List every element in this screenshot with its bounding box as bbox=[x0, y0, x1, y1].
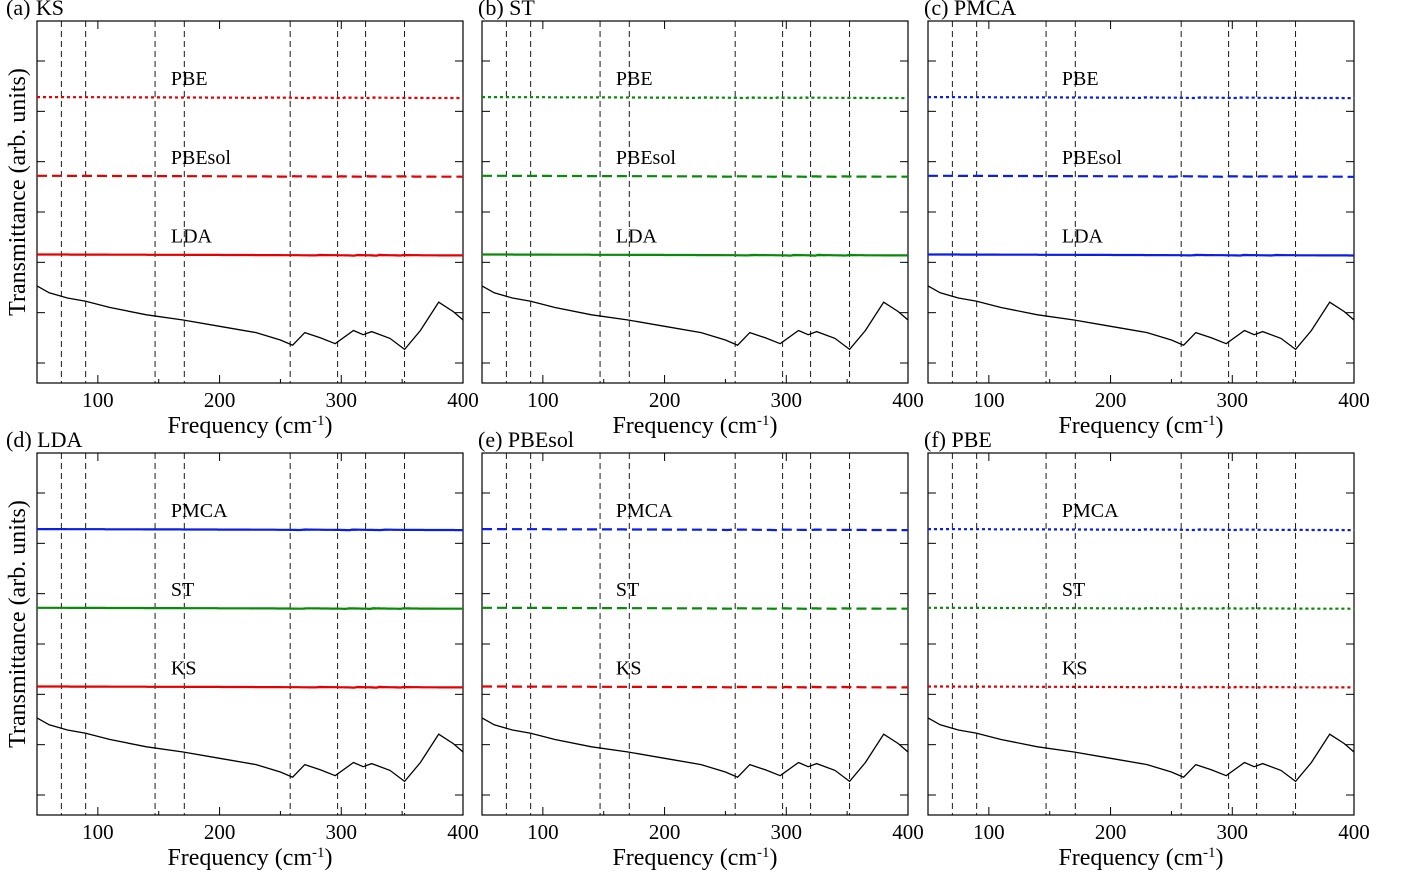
x-tick-label: 200 bbox=[649, 388, 681, 412]
series-pmca-dark bbox=[928, 528, 1354, 532]
y-axis-label-bottom: Transmittance (arb. units) bbox=[5, 500, 31, 748]
panel-6: (f) PBE 100 200 300 400 Frequency (cm-1) PMCA S… bbox=[924, 427, 1370, 871]
x-tick-label: 100 bbox=[527, 820, 559, 844]
panel-2: (b) ST 100 200 300 400 Frequency (cm-1) PBE PBE… bbox=[478, 0, 924, 439]
series-ks-dark bbox=[928, 685, 1354, 689]
experimental-curve bbox=[36, 717, 464, 783]
plot-frame bbox=[927, 20, 1355, 384]
x-tick-label: 200 bbox=[204, 820, 236, 844]
experimental-curve bbox=[481, 717, 909, 783]
panel-title: (c) PMCA bbox=[924, 0, 1016, 20]
series-st-dark bbox=[928, 606, 1354, 610]
x-tick-label: 300 bbox=[771, 820, 803, 844]
experimental-curve bbox=[927, 285, 1355, 351]
series-label: KS bbox=[616, 657, 642, 679]
x-axis-label: Frequency (cm-1) bbox=[612, 845, 777, 871]
x-tick-label: 200 bbox=[1095, 388, 1127, 412]
x-tick-label: 300 bbox=[326, 388, 358, 412]
series-pbesol-dark bbox=[928, 174, 1354, 178]
series-lda-dark bbox=[482, 253, 908, 257]
series-label: LDA bbox=[171, 225, 213, 247]
x-tick-label: 300 bbox=[326, 820, 358, 844]
series-label: PBEsol bbox=[171, 147, 231, 169]
x-axis-label: Frequency (cm-1) bbox=[167, 413, 332, 439]
series-pmca-dark bbox=[482, 528, 908, 532]
panel-title: (f) PBE bbox=[924, 427, 992, 452]
series-label: PBE bbox=[171, 68, 208, 90]
x-tick-label: 200 bbox=[1095, 820, 1127, 844]
series-pmca-dark bbox=[37, 528, 463, 532]
experimental-curve bbox=[36, 285, 464, 351]
x-tick-label: 200 bbox=[649, 820, 681, 844]
series-label: PBE bbox=[1062, 68, 1099, 90]
x-tick-label: 400 bbox=[892, 388, 924, 412]
plot-frame bbox=[481, 452, 909, 816]
series-label: ST bbox=[616, 579, 639, 601]
series-label: PMCA bbox=[1062, 500, 1119, 522]
x-axis-label: Frequency (cm-1) bbox=[167, 845, 332, 871]
x-tick-label: 400 bbox=[892, 820, 924, 844]
series-label: KS bbox=[171, 657, 197, 679]
x-tick-label: 200 bbox=[204, 388, 236, 412]
x-tick-label: 400 bbox=[447, 388, 479, 412]
panel-1: (a) KS 100 200 300 400 Frequency (cm-1) PBE PBE… bbox=[6, 0, 479, 439]
x-tick-label: 400 bbox=[447, 820, 479, 844]
x-tick-label: 100 bbox=[527, 388, 559, 412]
series-pbe-dark bbox=[482, 96, 908, 100]
experimental-curve bbox=[927, 717, 1355, 783]
series-label: PBE bbox=[616, 68, 653, 90]
series-lda-dark bbox=[928, 253, 1354, 257]
panel-title: (b) ST bbox=[478, 0, 535, 20]
x-axis-label: Frequency (cm-1) bbox=[1058, 413, 1223, 439]
series-label: ST bbox=[171, 579, 194, 601]
panel-title: (e) PBEsol bbox=[478, 427, 574, 452]
series-label: ST bbox=[1062, 579, 1085, 601]
series-pbesol-dark bbox=[37, 174, 463, 179]
panel-5: (e) PBEsol 100 200 300 400 Frequency (cm-1) PM… bbox=[478, 427, 924, 871]
series-label: PMCA bbox=[171, 500, 228, 522]
series-label: LDA bbox=[616, 225, 658, 247]
plot-frame bbox=[36, 20, 464, 384]
panel-4: (d) LDA 100 200 300 400 Frequency (cm-1) PMCA S… bbox=[6, 427, 479, 871]
series-label: KS bbox=[1062, 657, 1088, 679]
x-tick-label: 100 bbox=[973, 820, 1005, 844]
x-axis-label: Frequency (cm-1) bbox=[612, 413, 777, 439]
plot-frame bbox=[927, 452, 1355, 816]
plot-frame bbox=[481, 20, 909, 384]
x-tick-label: 300 bbox=[1217, 388, 1249, 412]
series-pbe-dark bbox=[37, 96, 463, 100]
series-ks-dark bbox=[37, 685, 463, 689]
plot-frame bbox=[36, 452, 464, 816]
series-label: PBEsol bbox=[616, 147, 676, 169]
x-tick-label: 400 bbox=[1338, 820, 1370, 844]
series-label: PMCA bbox=[616, 500, 673, 522]
x-tick-label: 100 bbox=[82, 820, 114, 844]
series-st-dark bbox=[37, 606, 463, 610]
x-tick-label: 300 bbox=[1217, 820, 1249, 844]
series-st-dark bbox=[482, 606, 908, 610]
panel-title: (d) LDA bbox=[6, 427, 82, 452]
x-tick-label: 100 bbox=[973, 388, 1005, 412]
x-axis-label: Frequency (cm-1) bbox=[1058, 845, 1223, 871]
series-pbesol-dark bbox=[482, 174, 908, 178]
y-axis-label-top: Transmittance (arb. units) bbox=[5, 68, 31, 316]
x-tick-label: 400 bbox=[1338, 388, 1370, 412]
series-label: PBEsol bbox=[1062, 147, 1122, 169]
panel-title: (a) KS bbox=[6, 0, 64, 20]
experimental-curve bbox=[481, 285, 909, 351]
x-tick-label: 100 bbox=[82, 388, 114, 412]
series-ks-dark bbox=[482, 685, 908, 689]
panel-3: (c) PMCA 100 200 300 400 Frequency (cm-1) PBE P… bbox=[924, 0, 1370, 439]
series-lda-dark bbox=[37, 253, 463, 257]
x-tick-label: 300 bbox=[771, 388, 803, 412]
series-pbe-dark bbox=[928, 96, 1354, 100]
series-label: LDA bbox=[1062, 225, 1104, 247]
